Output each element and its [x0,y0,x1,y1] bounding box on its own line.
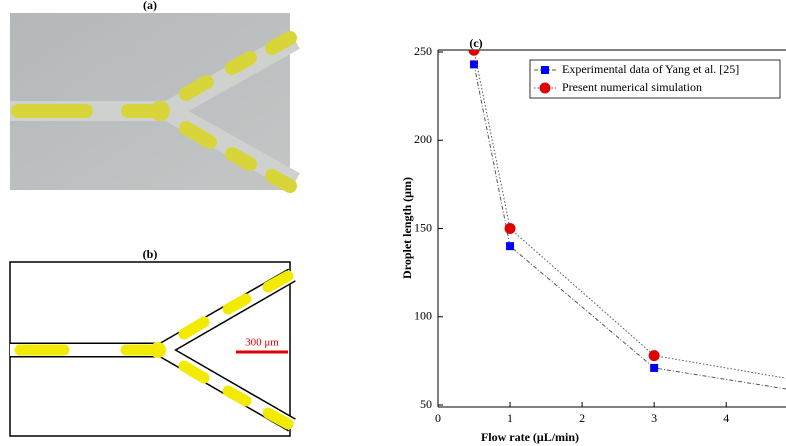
marker [539,82,551,94]
y-tick-label: 50 [420,397,432,411]
marker [504,223,516,234]
marker [648,350,660,362]
marker [468,50,480,56]
plot-area: 50 100 150 200 250 0 1 2 3 4 Experimental data of … [414,44,786,425]
x-tick-label: 2 [579,411,585,425]
x-tick-label: 3 [651,411,657,425]
x-tick-label: 0 [435,411,441,425]
marker [506,242,515,251]
schematic-panel: 300 μm [9,261,296,437]
panel-label: (b) [143,247,158,261]
marker [470,60,479,69]
y-tick-label: 200 [414,132,432,146]
photo-panel [10,13,300,193]
scale-bar-label: 300 μm [245,337,279,349]
y-axis-label: Droplet length (μm) [400,177,414,279]
legend-label: Experimental data of Yang et al. [25] [562,62,739,76]
marker [541,66,549,74]
y-tick-label: 100 [414,309,432,323]
x-tick-label: 4 [723,411,729,425]
series-line [473,50,786,379]
x-axis-label: Flow rate (μL/min) [481,430,579,444]
marker [650,363,659,372]
legend-label: Present numerical simulation [562,80,702,94]
y-tick-label: 150 [414,220,432,234]
panel-label: (a) [143,0,157,12]
x-tick-label: 1 [507,411,513,425]
y-tick-label: 250 [414,44,432,58]
series-layer [468,50,786,390]
legend-box [529,59,781,99]
chart-title: (c) [469,36,482,50]
series-line [473,64,786,390]
